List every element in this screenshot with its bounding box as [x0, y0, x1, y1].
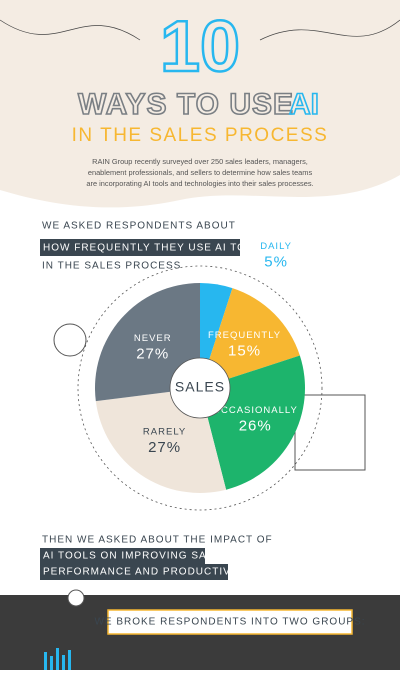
value-label: 15%: [228, 342, 261, 359]
subtitle: IN THE SALES PROCESS: [72, 125, 329, 146]
highlight-box: [40, 548, 205, 564]
intro-line: are incorporating AI tools and technolog…: [86, 179, 313, 188]
footer-deco: [44, 648, 71, 670]
highlight-box: [40, 564, 228, 580]
category-label: OCCASIONALLY: [213, 405, 298, 416]
pie-hole: [169, 357, 231, 419]
banner: WE BROKE RESPONDENTS INTO TWO GROUPS:: [94, 617, 365, 628]
intro-line: RAIN Group recently surveyed over 250 sa…: [92, 157, 308, 166]
robot-deco: [53, 323, 87, 357]
value-label: 27%: [148, 439, 181, 456]
followup-highlight: AI TOOLS ON IMPROVING SALES: [43, 551, 229, 562]
value-label: 26%: [239, 417, 272, 434]
title-highlight: AI: [289, 88, 319, 121]
intro: RAIN Group recently surveyed over 250 sa…: [86, 157, 313, 188]
pie-ring: [77, 265, 323, 511]
value-label: 5%: [264, 254, 288, 271]
question-highlight: HOW FREQUENTLY THEY USE AI TOOLS: [43, 243, 269, 254]
category-label: FREQUENTLY: [208, 330, 281, 341]
question-lead: WE ASKED RESPONDENTS ABOUT: [42, 221, 236, 232]
pie-slice: [200, 288, 300, 388]
category-label: RARELY: [143, 427, 186, 438]
question-tail: IN THE SALES PROCESS: [42, 261, 181, 272]
number: 10: [160, 7, 240, 87]
category-label: NEVER: [134, 333, 172, 344]
category-label: DAILY: [260, 241, 292, 252]
followup-lead: THEN WE ASKED ABOUT THE IMPACT OF: [42, 535, 273, 546]
center-label: SALES: [175, 379, 225, 395]
deco-lines: [0, 19, 400, 41]
intro-line: enablement professionals, and sellers to…: [88, 168, 313, 177]
header-bg: [0, 0, 400, 208]
title: WAYS TO USE: [78, 88, 294, 121]
footer-icon: [67, 589, 85, 607]
banner-box: [107, 609, 353, 635]
value-label: 27%: [136, 345, 169, 362]
pie-slice: [95, 283, 200, 402]
highlight-box: [40, 239, 240, 256]
followup-highlight: PERFORMANCE AND PRODUCTIVITY.: [43, 567, 252, 578]
